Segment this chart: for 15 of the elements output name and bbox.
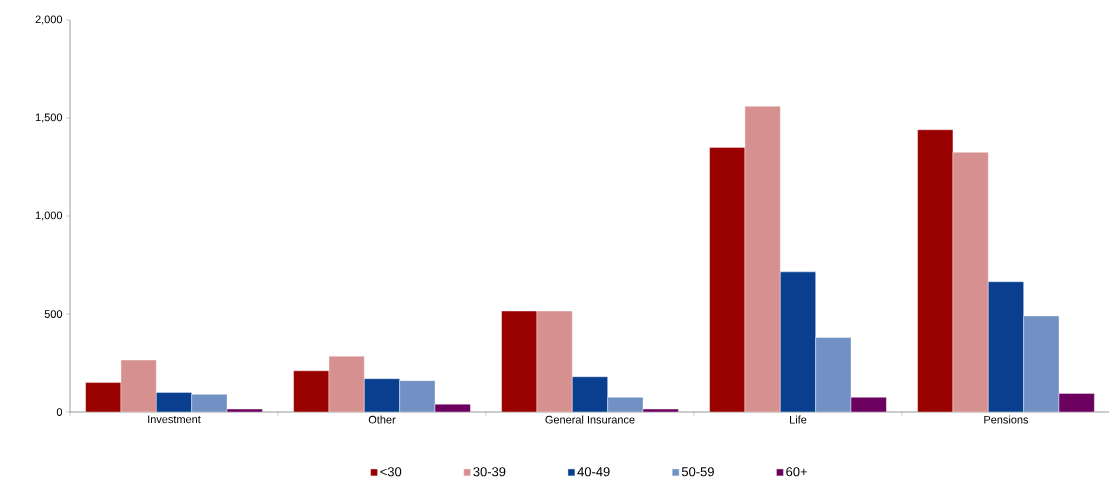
legend-label: <30 (380, 467, 402, 477)
x-tick-label: Other (368, 415, 396, 424)
legend-label: 60+ (786, 467, 807, 477)
y-tick-label: 500 (44, 310, 63, 318)
x-tick-label: Life (790, 415, 807, 424)
y-tick-label: 2,000 (35, 15, 63, 25)
legend-label: 50-59 (681, 467, 714, 477)
legend-label: 40-49 (577, 467, 610, 477)
x-tick-label: Investment (148, 415, 201, 424)
y-tick-label: 1,000 (35, 211, 63, 221)
legend-label: 30-39 (473, 467, 506, 477)
y-tick-label: 0 (56, 408, 63, 416)
x-tick-label: Pensions (984, 415, 1029, 424)
x-tick-label: General Insurance (545, 415, 635, 424)
y-tick-label: 1,500 (35, 113, 63, 123)
